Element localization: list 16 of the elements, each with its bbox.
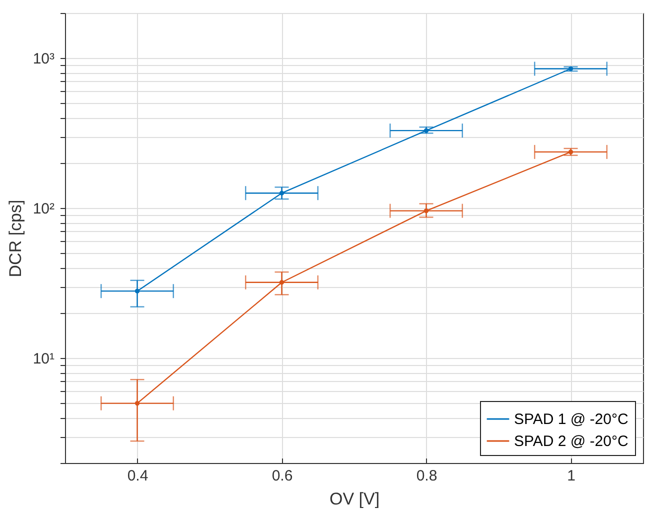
x-tick-label: 1 xyxy=(567,468,576,484)
y-axis-title: DCR [cps] xyxy=(6,200,25,278)
point xyxy=(279,190,284,196)
point xyxy=(279,280,284,285)
point xyxy=(424,208,429,214)
legend-label: SPAD 2 @ -20°C xyxy=(514,433,628,450)
x-axis-title: OV [V] xyxy=(329,490,380,508)
x-tick-label: 0.8 xyxy=(416,468,438,484)
point xyxy=(134,400,140,406)
y-tick-label: 10¹ xyxy=(32,350,54,368)
x-tick-label: 0.6 xyxy=(272,468,293,484)
y-tick-label: 10³ xyxy=(32,50,54,68)
y-tick-label: 10² xyxy=(32,200,54,218)
legend-label: SPAD 1 @ -20°C xyxy=(514,411,628,428)
x-tick-label: 0.4 xyxy=(127,468,148,484)
point xyxy=(134,288,140,294)
